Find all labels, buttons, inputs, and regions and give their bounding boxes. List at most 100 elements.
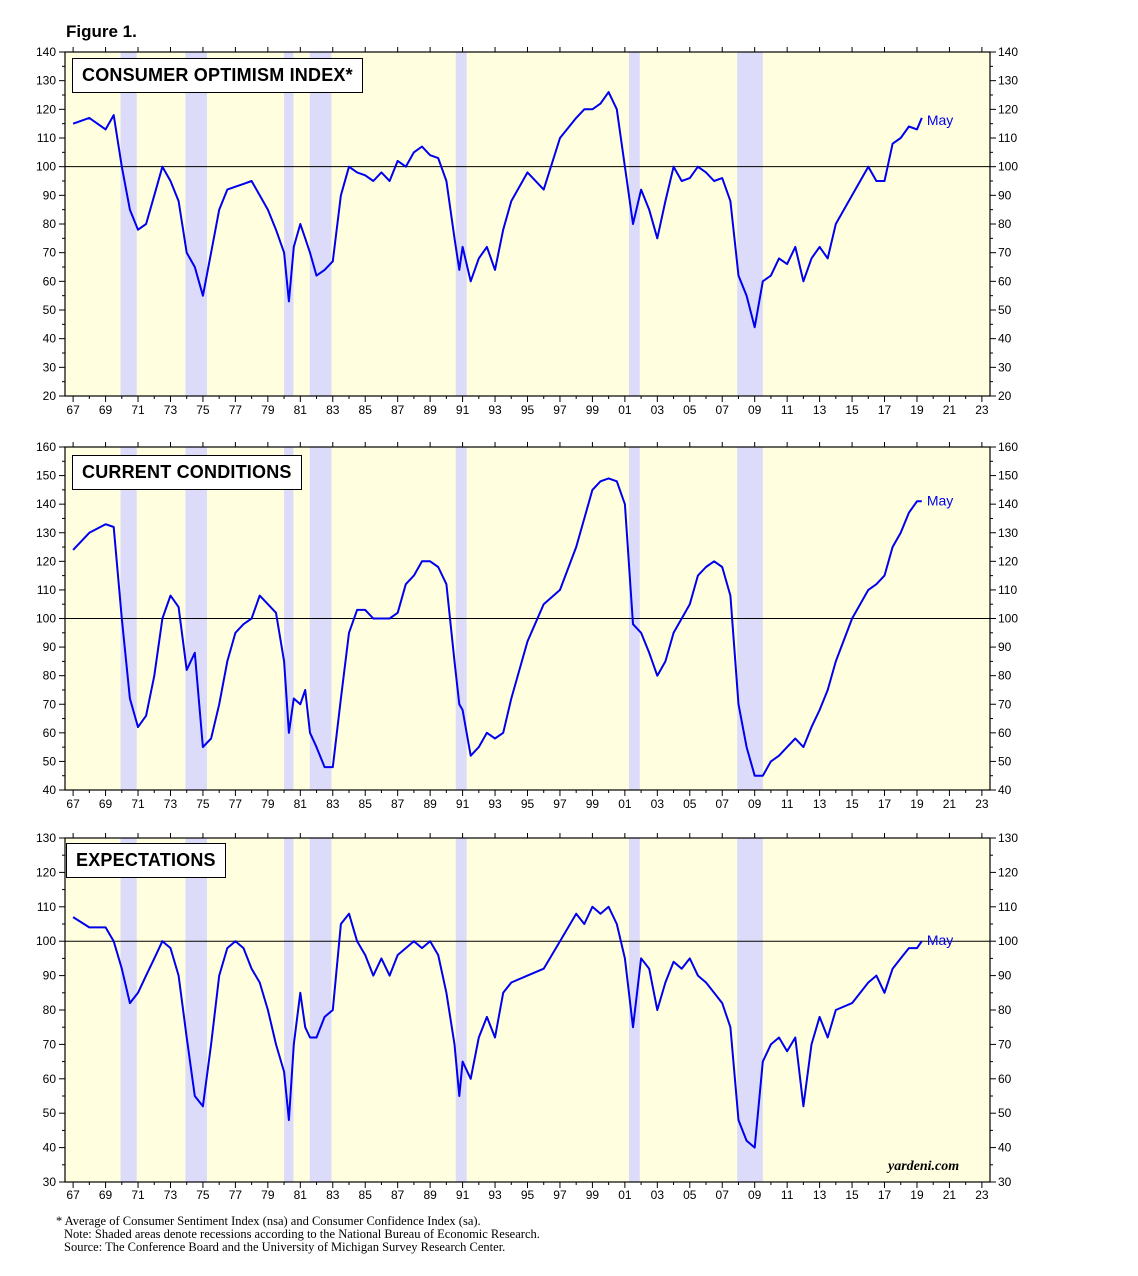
y-tick-label-right: 40 (998, 783, 1012, 797)
x-tick-label: 75 (196, 797, 210, 811)
y-tick-label-right: 120 (998, 554, 1018, 568)
y-tick-label-right: 140 (998, 497, 1018, 511)
y-tick-label-left: 130 (36, 74, 56, 88)
x-tick-label: 67 (66, 797, 80, 811)
x-tick-label: 87 (391, 797, 405, 811)
recession-band (737, 52, 763, 396)
y-tick-label-right: 50 (998, 754, 1012, 768)
y-tick-label-right: 60 (998, 1072, 1012, 1086)
x-tick-label: 91 (456, 1188, 470, 1202)
x-tick-label: 01 (618, 797, 632, 811)
x-tick-label: 03 (651, 1188, 665, 1202)
y-tick-label-right: 90 (998, 188, 1012, 202)
y-tick-label-right: 110 (998, 131, 1017, 145)
y-tick-label-left: 110 (37, 131, 56, 145)
x-tick-label: 95 (521, 403, 535, 417)
x-tick-label: 03 (651, 403, 665, 417)
y-tick-label-left: 110 (37, 583, 56, 597)
x-tick-label: 11 (781, 797, 794, 811)
y-tick-label-right: 70 (998, 697, 1012, 711)
end-label: May (927, 112, 953, 128)
y-tick-label-left: 80 (43, 1003, 57, 1017)
chart-panel-0: 20 20 30 30 40 40 50 50 60 60 70 70 80 80 90 90 100 100 11… (36, 45, 1018, 417)
x-tick-label: 15 (845, 403, 859, 417)
y-tick-label-left: 30 (43, 1175, 57, 1189)
x-tick-label: 23 (975, 403, 989, 417)
x-tick-label: 89 (423, 403, 437, 417)
y-tick-label-right: 140 (998, 45, 1018, 59)
y-tick-label-left: 40 (43, 783, 57, 797)
y-tick-label-right: 120 (998, 102, 1018, 116)
x-tick-label: 19 (910, 403, 924, 417)
y-tick-label-right: 110 (998, 900, 1017, 914)
recession-band (120, 838, 137, 1182)
y-tick-label-right: 60 (998, 726, 1012, 740)
x-tick-label: 93 (488, 1188, 502, 1202)
x-tick-label: 87 (391, 403, 405, 417)
y-tick-label-left: 120 (36, 554, 56, 568)
y-tick-label-right: 110 (998, 583, 1017, 597)
x-tick-label: 79 (261, 797, 275, 811)
x-tick-label: 09 (748, 403, 762, 417)
y-tick-label-right: 30 (998, 1175, 1012, 1189)
x-tick-label: 83 (326, 1188, 340, 1202)
y-tick-label-right: 50 (998, 303, 1012, 317)
x-tick-label: 13 (813, 797, 827, 811)
x-tick-label: 09 (748, 797, 762, 811)
x-tick-label: 95 (521, 797, 535, 811)
y-tick-label-left: 50 (43, 303, 57, 317)
y-tick-label-left: 80 (43, 669, 57, 683)
x-tick-label: 07 (716, 797, 730, 811)
y-tick-label-left: 110 (37, 900, 56, 914)
x-tick-label: 69 (99, 403, 113, 417)
recession-band (284, 52, 294, 396)
x-tick-label: 89 (423, 797, 437, 811)
x-tick-label: 81 (294, 797, 308, 811)
x-tick-label: 85 (359, 1188, 373, 1202)
footnote-average: * Average of Consumer Sentiment Index (n… (56, 1214, 481, 1228)
recession-band (455, 52, 467, 396)
x-tick-label: 05 (683, 797, 697, 811)
y-tick-label-right: 160 (998, 440, 1018, 454)
y-tick-label-left: 120 (36, 865, 56, 879)
recession-band (120, 52, 137, 396)
recession-band (185, 52, 207, 396)
x-tick-label: 71 (131, 403, 145, 417)
recession-band (309, 838, 332, 1182)
y-tick-label-right: 150 (998, 469, 1018, 483)
x-tick-label: 85 (359, 403, 373, 417)
x-tick-label: 97 (553, 1188, 567, 1202)
x-tick-label: 79 (261, 1188, 275, 1202)
x-tick-label: 73 (164, 403, 178, 417)
x-tick-label: 21 (943, 797, 957, 811)
y-tick-label-left: 150 (36, 469, 56, 483)
x-tick-label: 79 (261, 403, 275, 417)
x-tick-label: 15 (845, 1188, 859, 1202)
x-tick-label: 21 (943, 403, 957, 417)
x-tick-label: 05 (683, 1188, 697, 1202)
y-tick-label-left: 130 (36, 831, 56, 845)
x-tick-label: 77 (229, 797, 243, 811)
plot-frame (64, 837, 991, 1183)
y-tick-label-left: 100 (36, 160, 56, 174)
y-tick-label-left: 70 (43, 1037, 57, 1051)
y-tick-label-right: 100 (998, 160, 1018, 174)
x-tick-label: 07 (716, 403, 730, 417)
y-tick-label-right: 80 (998, 669, 1012, 683)
x-tick-label: 21 (943, 1188, 957, 1202)
x-tick-label: 75 (196, 1188, 210, 1202)
figure-title: Figure 1. (66, 22, 137, 41)
y-tick-label-left: 50 (43, 754, 57, 768)
y-tick-label-left: 90 (43, 969, 57, 983)
x-tick-label: 07 (716, 1188, 730, 1202)
series-line (72, 477, 922, 777)
x-tick-label: 73 (164, 1188, 178, 1202)
y-tick-label-left: 80 (43, 217, 57, 231)
x-tick-label: 93 (488, 403, 502, 417)
x-tick-label: 91 (456, 797, 470, 811)
x-tick-label: 71 (131, 1188, 145, 1202)
y-tick-label-right: 120 (998, 865, 1018, 879)
x-tick-label: 85 (359, 797, 373, 811)
x-tick-label: 15 (845, 797, 859, 811)
